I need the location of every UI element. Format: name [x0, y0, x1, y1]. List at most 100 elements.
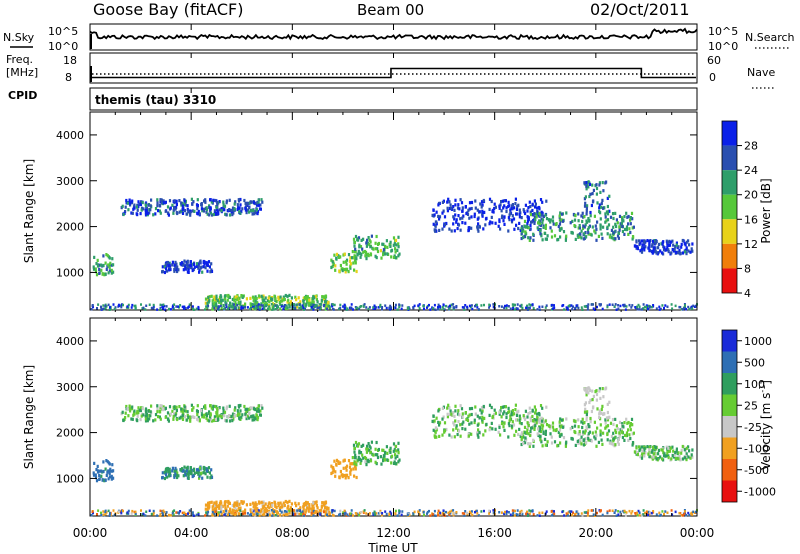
power-cell — [562, 219, 565, 223]
velocity-cell — [488, 509, 491, 513]
power-cell — [437, 303, 440, 307]
power-cell — [140, 303, 142, 306]
velocity-cell — [491, 414, 494, 418]
velocity-cell — [608, 415, 611, 419]
power-cell — [338, 307, 340, 311]
velocity-cell — [296, 511, 299, 515]
velocity-cell — [118, 510, 120, 513]
power-cell — [479, 202, 482, 206]
velocity-cell — [466, 418, 470, 422]
velocity-cell — [484, 429, 487, 433]
velocity-ylabel: Slant Range [km] — [22, 365, 36, 469]
velocity-cell — [503, 428, 506, 432]
velocity-cell — [661, 448, 664, 452]
velocity-cell — [347, 459, 351, 463]
velocity-cell — [467, 414, 470, 418]
power-cell — [167, 211, 170, 215]
power-cell — [599, 190, 602, 194]
velocity-cell — [193, 415, 196, 419]
power-cell — [156, 198, 159, 202]
power-cell — [631, 235, 635, 239]
power-cell — [541, 218, 545, 222]
velocity-cell — [193, 471, 196, 475]
power-cell — [625, 305, 628, 308]
power-cell — [685, 240, 688, 244]
velocity-cell — [218, 503, 221, 508]
velocity-cell — [640, 456, 644, 460]
power-ylabel: Slant Range [km] — [22, 159, 36, 263]
velocity-cell — [183, 405, 186, 409]
power-cell — [390, 255, 393, 259]
velocity-cell — [400, 513, 403, 517]
power-cell — [203, 260, 206, 264]
power-cell — [448, 227, 451, 231]
power-cell — [629, 218, 632, 222]
power-cell — [263, 306, 266, 311]
power-cell — [583, 215, 586, 219]
power-cell — [533, 215, 536, 219]
velocity-cell — [615, 430, 618, 435]
velocity-cell — [473, 420, 476, 425]
power-cell — [309, 301, 312, 305]
velocity-cell — [337, 460, 340, 464]
power-cell — [476, 227, 479, 231]
velocity-cell — [639, 447, 642, 451]
power-cell — [113, 307, 116, 311]
velocity-cell — [348, 465, 352, 469]
velocity-cell — [587, 432, 590, 436]
power-cell — [204, 266, 207, 270]
power-cell — [678, 248, 681, 252]
velocity-cell — [238, 416, 241, 420]
colorbar-tick-label: 25 — [744, 399, 758, 412]
power-cell — [181, 211, 185, 215]
power-cell — [532, 238, 535, 242]
power-cell — [645, 305, 648, 309]
power-cell — [260, 198, 263, 202]
power-cell — [500, 209, 503, 213]
velocity-cell — [201, 415, 204, 419]
velocity-cell — [521, 436, 524, 440]
velocity-cell — [560, 424, 563, 428]
power-cell — [565, 211, 568, 215]
velocity-cell — [526, 421, 529, 425]
power-cell — [652, 239, 655, 243]
velocity-cell — [326, 507, 330, 511]
velocity-cell — [459, 423, 462, 427]
power-cell — [249, 307, 252, 311]
velocity-cell — [368, 512, 371, 515]
velocity-cell — [583, 403, 586, 407]
velocity-cell — [532, 419, 535, 423]
velocity-cell — [591, 398, 594, 402]
velocity-cell — [612, 443, 615, 447]
velocity-colorbar-label: Velocity [m s-1] — [758, 380, 773, 470]
power-cell — [207, 295, 210, 300]
power-cell — [108, 269, 111, 273]
velocity-cell — [389, 450, 392, 454]
velocity-cell — [452, 509, 455, 512]
velocity-cell — [591, 389, 594, 393]
power-cell — [103, 273, 106, 277]
power-cell — [177, 305, 179, 308]
power-cell — [610, 236, 613, 240]
power-cell — [110, 268, 113, 272]
velocity-cell — [582, 430, 585, 434]
velocity-cell — [529, 429, 532, 433]
velocity-cell — [534, 408, 537, 412]
power-cell — [240, 210, 243, 214]
velocity-cell — [630, 417, 634, 421]
velocity-cell — [544, 437, 547, 441]
velocity-cell — [270, 503, 273, 507]
velocity-cell — [102, 510, 105, 513]
velocity-cell — [279, 501, 282, 505]
power-cell — [446, 200, 449, 204]
velocity-cell — [277, 504, 280, 508]
velocity-cell — [452, 411, 455, 415]
velocity-cell — [675, 449, 678, 453]
velocity-cell — [474, 405, 477, 409]
power-cell — [528, 200, 531, 204]
velocity-cell — [613, 511, 616, 514]
velocity-cell — [213, 415, 216, 419]
power-cell — [284, 293, 287, 298]
power-cell — [189, 260, 192, 264]
